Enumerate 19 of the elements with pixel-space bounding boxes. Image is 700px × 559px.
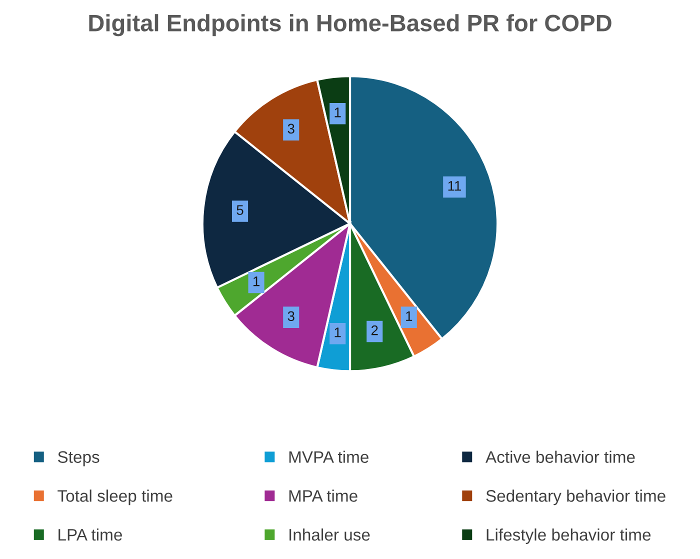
data-label: 5 — [236, 205, 244, 215]
data-label: 1 — [406, 311, 412, 321]
legend-label: Sedentary behavior time — [486, 490, 666, 506]
legend-label: MPA time — [289, 490, 358, 502]
data-label: 3 — [288, 124, 294, 134]
data-label: 1 — [334, 328, 341, 338]
legend-label: Lifestyle behavior time — [486, 528, 651, 544]
data-label: 1 — [253, 276, 260, 286]
data-label: 3 — [288, 311, 294, 322]
legend-label: Inhaler use — [290, 528, 370, 541]
data-label: 11 — [448, 181, 462, 191]
legend-label: MVPA time — [289, 450, 368, 463]
legend-label: Active behavior time — [485, 450, 635, 463]
legend-label: LPA time — [58, 528, 122, 541]
data-label: 2 — [371, 325, 378, 336]
legend-label: Steps — [58, 451, 100, 466]
legend-label: Total sleep time — [58, 490, 172, 506]
data-label: 1 — [334, 108, 341, 118]
chart-title: Digital Endpoints in Home-Based PR for COPD — [89, 14, 612, 36]
